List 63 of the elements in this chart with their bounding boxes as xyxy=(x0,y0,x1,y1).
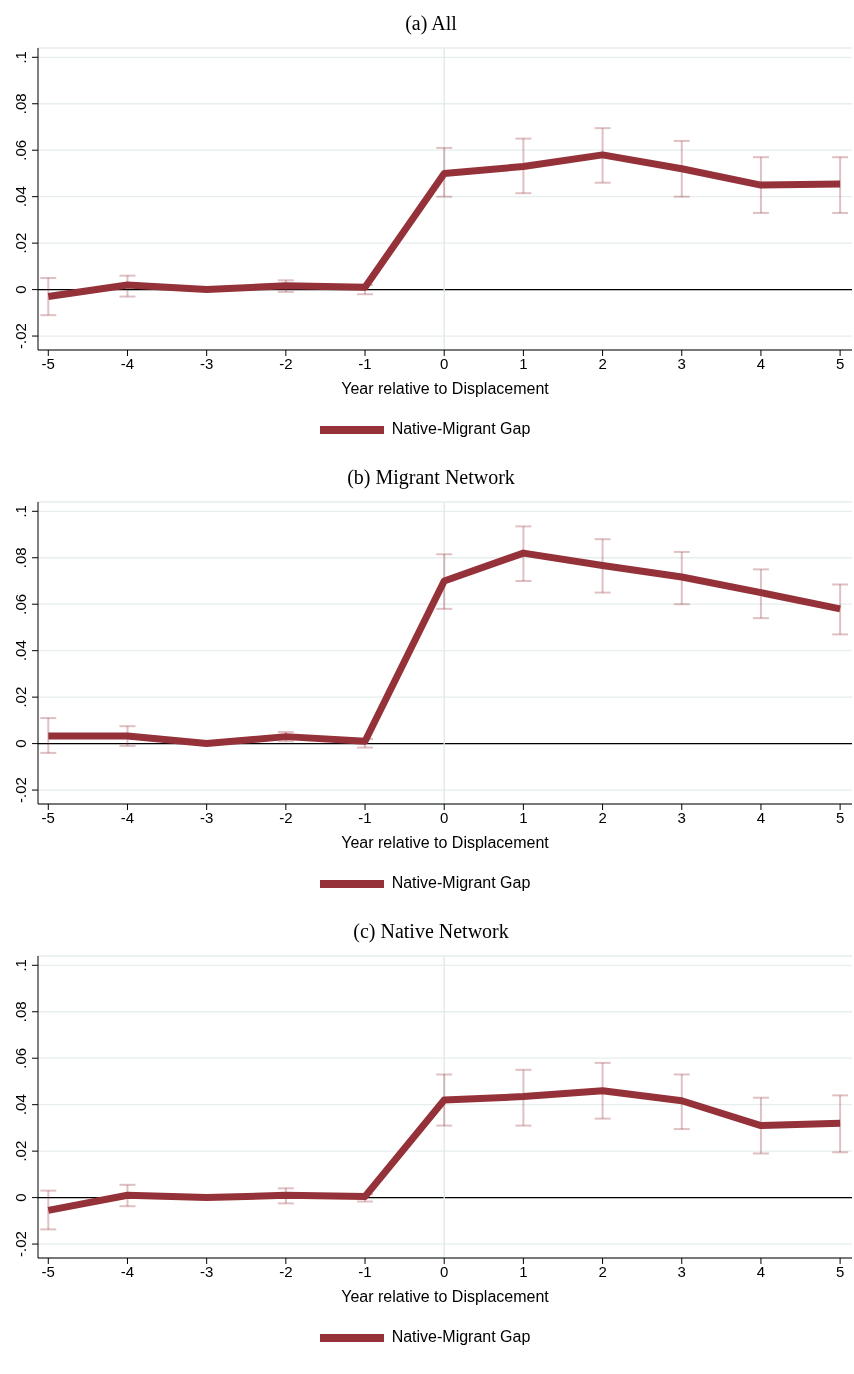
y-tick-label: .08 xyxy=(12,547,29,569)
x-tick-label: 3 xyxy=(677,354,686,372)
x-tick-label: -5 xyxy=(41,1262,55,1280)
x-tick-label: 5 xyxy=(835,1262,845,1280)
x-tick-label: 0 xyxy=(440,1262,449,1280)
y-tick-label: .06 xyxy=(12,1047,29,1069)
x-tick-label: -5 xyxy=(41,808,55,826)
x-tick-label: 2 xyxy=(598,354,607,372)
legend-label: Native-Migrant Gap xyxy=(391,420,531,438)
y-tick-label: .06 xyxy=(12,139,29,161)
y-tick-label: 0 xyxy=(12,739,29,748)
x-axis-title: Year relative to Displacement xyxy=(341,1288,550,1305)
x-tick-label: 4 xyxy=(756,808,766,826)
x-tick-label: -2 xyxy=(279,808,293,826)
legend-label: Native-Migrant Gap xyxy=(391,1328,531,1346)
y-tick-label: .08 xyxy=(12,1001,29,1023)
x-tick-label: -3 xyxy=(199,1262,214,1280)
chart-title: (a) All xyxy=(404,11,458,37)
y-tick-label: -.02 xyxy=(12,1231,29,1257)
x-tick-label: 5 xyxy=(835,354,845,372)
legend-label: Native-Migrant Gap xyxy=(391,874,531,892)
x-tick-label: 1 xyxy=(519,808,528,826)
y-tick-label: .1 xyxy=(12,959,29,972)
x-tick-label: -1 xyxy=(358,808,372,826)
x-tick-label: -3 xyxy=(199,808,214,826)
x-tick-label: -1 xyxy=(358,1262,372,1280)
y-tick-label: .08 xyxy=(12,93,29,115)
y-tick-label: -.02 xyxy=(12,323,29,349)
y-tick-label: .04 xyxy=(12,1094,29,1116)
x-tick-label: -1 xyxy=(358,354,372,372)
y-tick-label: .04 xyxy=(12,186,29,208)
x-tick-label: 1 xyxy=(519,354,528,372)
x-tick-label: -2 xyxy=(279,1262,293,1280)
x-tick-label: 2 xyxy=(598,808,607,826)
x-axis-title: Year relative to Displacement xyxy=(341,834,550,851)
y-tick-label: .04 xyxy=(12,640,29,662)
x-tick-label: -5 xyxy=(41,354,55,372)
x-tick-label: 5 xyxy=(835,808,845,826)
x-axis-title: Year relative to Displacement xyxy=(341,380,550,397)
x-tick-label: 0 xyxy=(440,808,449,826)
x-tick-label: -2 xyxy=(279,354,293,372)
y-tick-label: .02 xyxy=(12,232,29,254)
y-tick-label: .02 xyxy=(12,686,29,708)
y-tick-label: .02 xyxy=(12,1140,29,1162)
x-tick-label: 3 xyxy=(677,808,686,826)
x-tick-label: 4 xyxy=(756,354,766,372)
y-tick-label: -.02 xyxy=(12,777,29,803)
y-tick-label: .1 xyxy=(12,505,29,518)
x-tick-label: -4 xyxy=(120,1262,135,1280)
chart-title: (b) Migrant Network xyxy=(346,465,516,491)
x-tick-label: 4 xyxy=(756,1262,766,1280)
y-tick-label: 0 xyxy=(12,285,29,294)
y-tick-label: .1 xyxy=(12,51,29,64)
y-tick-label: .06 xyxy=(12,593,29,615)
x-tick-label: 0 xyxy=(440,354,449,372)
x-tick-label: 3 xyxy=(677,1262,686,1280)
chart-title: (c) Native Network xyxy=(352,919,510,945)
x-tick-label: -3 xyxy=(199,354,214,372)
x-tick-label: -4 xyxy=(120,808,135,826)
x-tick-label: 2 xyxy=(598,1262,607,1280)
x-tick-label: -4 xyxy=(120,354,135,372)
x-tick-label: 1 xyxy=(519,1262,528,1280)
y-tick-label: 0 xyxy=(12,1193,29,1202)
